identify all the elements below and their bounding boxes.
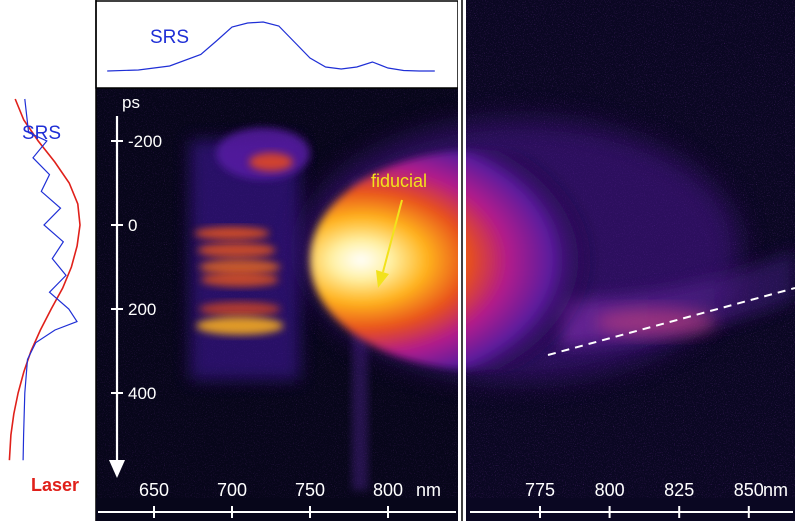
time-axis-arrowhead bbox=[109, 460, 125, 478]
srs-image-band bbox=[200, 272, 279, 287]
srs-left-curve bbox=[22, 98, 78, 461]
wavelength-tick-label: 750 bbox=[295, 480, 325, 500]
wavelength-tick-label: 700 bbox=[217, 480, 247, 500]
srs-image-band bbox=[197, 242, 276, 258]
mid-wavelength-ticks: 650 700 750 800 bbox=[139, 480, 403, 518]
time-tick-label: 0 bbox=[128, 216, 137, 235]
ps-unit-label: ps bbox=[122, 93, 140, 112]
dashed-dispersion-line bbox=[547, 287, 795, 356]
wavelength-tick-label: 800 bbox=[595, 480, 625, 500]
right-core bbox=[310, 150, 650, 370]
wavelength-tick-label: 775 bbox=[525, 480, 555, 500]
top-panel-bg bbox=[96, 0, 458, 88]
right-wavelength-ticks: 775 800 825 850 bbox=[525, 480, 764, 518]
fiducial-arrowhead bbox=[376, 270, 389, 288]
mid-nm-unit: nm bbox=[416, 480, 441, 500]
srs-image-blobs bbox=[190, 127, 310, 380]
right-image-signal bbox=[300, 120, 795, 380]
srs-image-band bbox=[199, 301, 281, 317]
time-tick-label: 400 bbox=[128, 384, 156, 403]
wavelength-tick-label: 800 bbox=[373, 480, 403, 500]
srs-image-band bbox=[196, 316, 284, 335]
srs-top-curve bbox=[107, 21, 435, 72]
time-tick-label: 200 bbox=[128, 300, 156, 319]
left-panel-bg bbox=[0, 0, 96, 521]
right-nm-unit: nm bbox=[763, 480, 788, 500]
laser-label: Laser bbox=[31, 475, 79, 495]
laser-curve bbox=[8, 98, 81, 461]
bottom-strip-mid bbox=[96, 498, 458, 521]
srs-image-band bbox=[194, 226, 270, 240]
srs-image-band bbox=[249, 152, 293, 172]
wavelength-tick-label: 850 bbox=[734, 480, 764, 500]
wavelength-tick-label: 650 bbox=[139, 480, 169, 500]
time-axis-ticks: -200 0 200 400 bbox=[111, 132, 162, 403]
bottom-strip-right bbox=[466, 498, 795, 521]
wavelength-tick-label: 825 bbox=[664, 480, 694, 500]
fiducial-arrow-shaft bbox=[382, 199, 403, 273]
srs-left-label: SRS bbox=[22, 123, 61, 144]
fiducial-label: fiducial bbox=[371, 171, 427, 191]
time-tick-label: -200 bbox=[128, 132, 162, 151]
srs-image-band bbox=[199, 259, 281, 275]
srs-top-label: SRS bbox=[150, 27, 189, 48]
